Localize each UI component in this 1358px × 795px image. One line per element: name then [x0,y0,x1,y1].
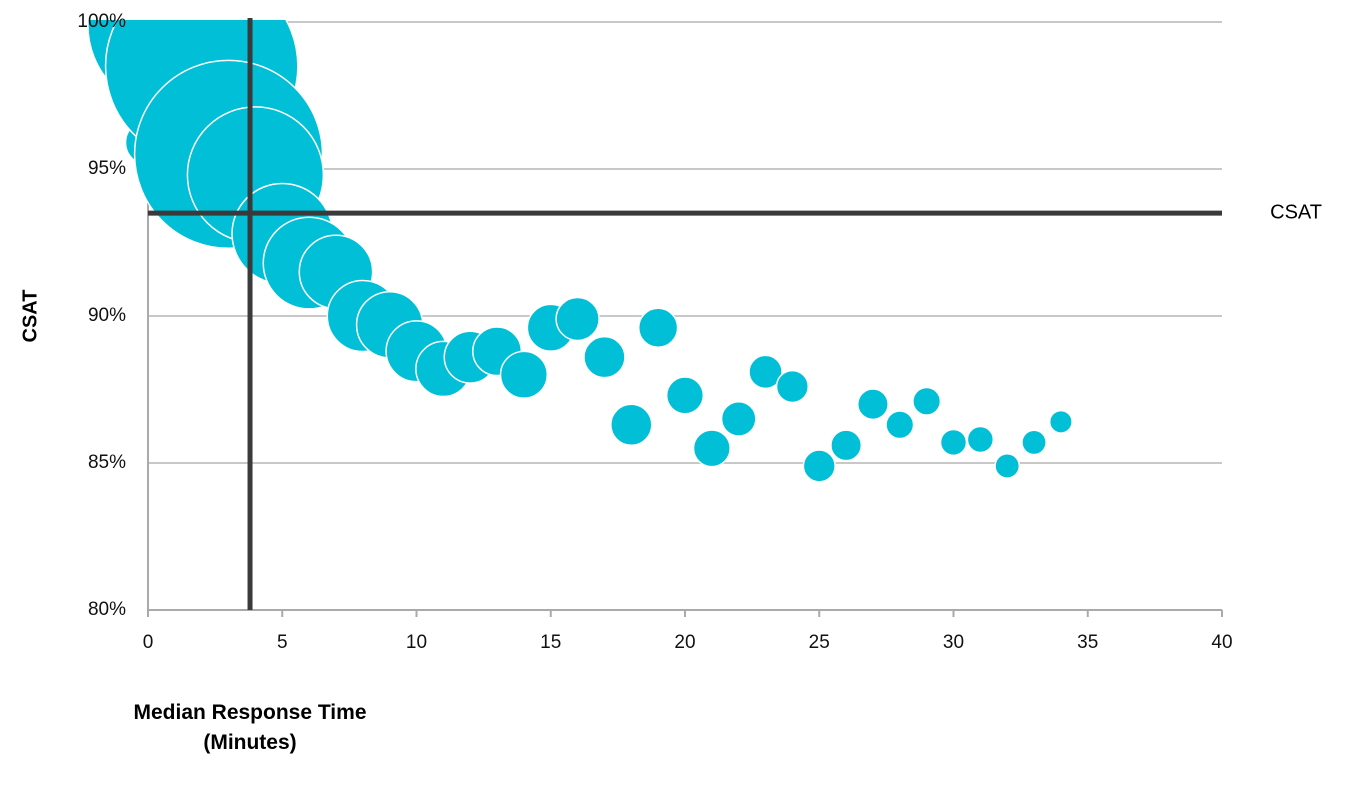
bubble-point [802,449,836,483]
y-tick-label: 85% [88,452,126,473]
bubble-point [966,425,995,454]
bubble-point [856,388,889,421]
bubble-point [1048,409,1073,434]
x-tick-label: 10 [406,632,427,653]
bubble-point [583,335,626,379]
x-tick-label: 30 [943,632,964,653]
bubble-point [692,429,731,468]
bubble-point [748,354,783,390]
bubble-point [1021,429,1047,456]
x-tick-label: 5 [277,632,288,653]
x-axis-label: Median Response Time (Minutes) [100,698,400,758]
x-axis-label-line2: (Minutes) [203,731,297,754]
x-tick-label: 25 [809,632,830,653]
bubble-point [912,386,942,416]
y-tick-label: 80% [88,599,126,620]
bubble-point [637,307,679,348]
y-tick-label: 100% [77,11,126,32]
y-axis-label: CSAT [19,290,41,343]
bubble-point [775,369,810,404]
bubble-point [994,453,1021,479]
x-tick-label: 40 [1211,632,1232,653]
bubbles [87,20,1073,483]
bubble-point [830,429,863,462]
reference-lines [148,18,1222,610]
bubble-point [720,400,757,437]
x-tick-label: 15 [540,632,561,653]
y-tick-label: 90% [88,305,126,326]
tick-labels: 80% 85% 90% 95% 100% 0 5 10 15 20 25 30 35 40 [77,11,1232,653]
x-tick-label: 20 [674,632,695,653]
x-tick-label: 0 [143,632,154,653]
bubble-point [665,376,705,415]
x-axis-label-line1: Median Response Time [133,701,367,724]
bubble-point [885,410,915,440]
bubble-point [499,350,549,399]
bubble-point [555,296,600,342]
csat-reference-label: CSAT [1270,201,1322,223]
x-tick-label: 35 [1077,632,1098,653]
bubble-point [610,403,653,447]
bubble-group [87,20,1073,483]
bubble-point [939,428,968,457]
y-tick-label: 95% [88,158,126,179]
